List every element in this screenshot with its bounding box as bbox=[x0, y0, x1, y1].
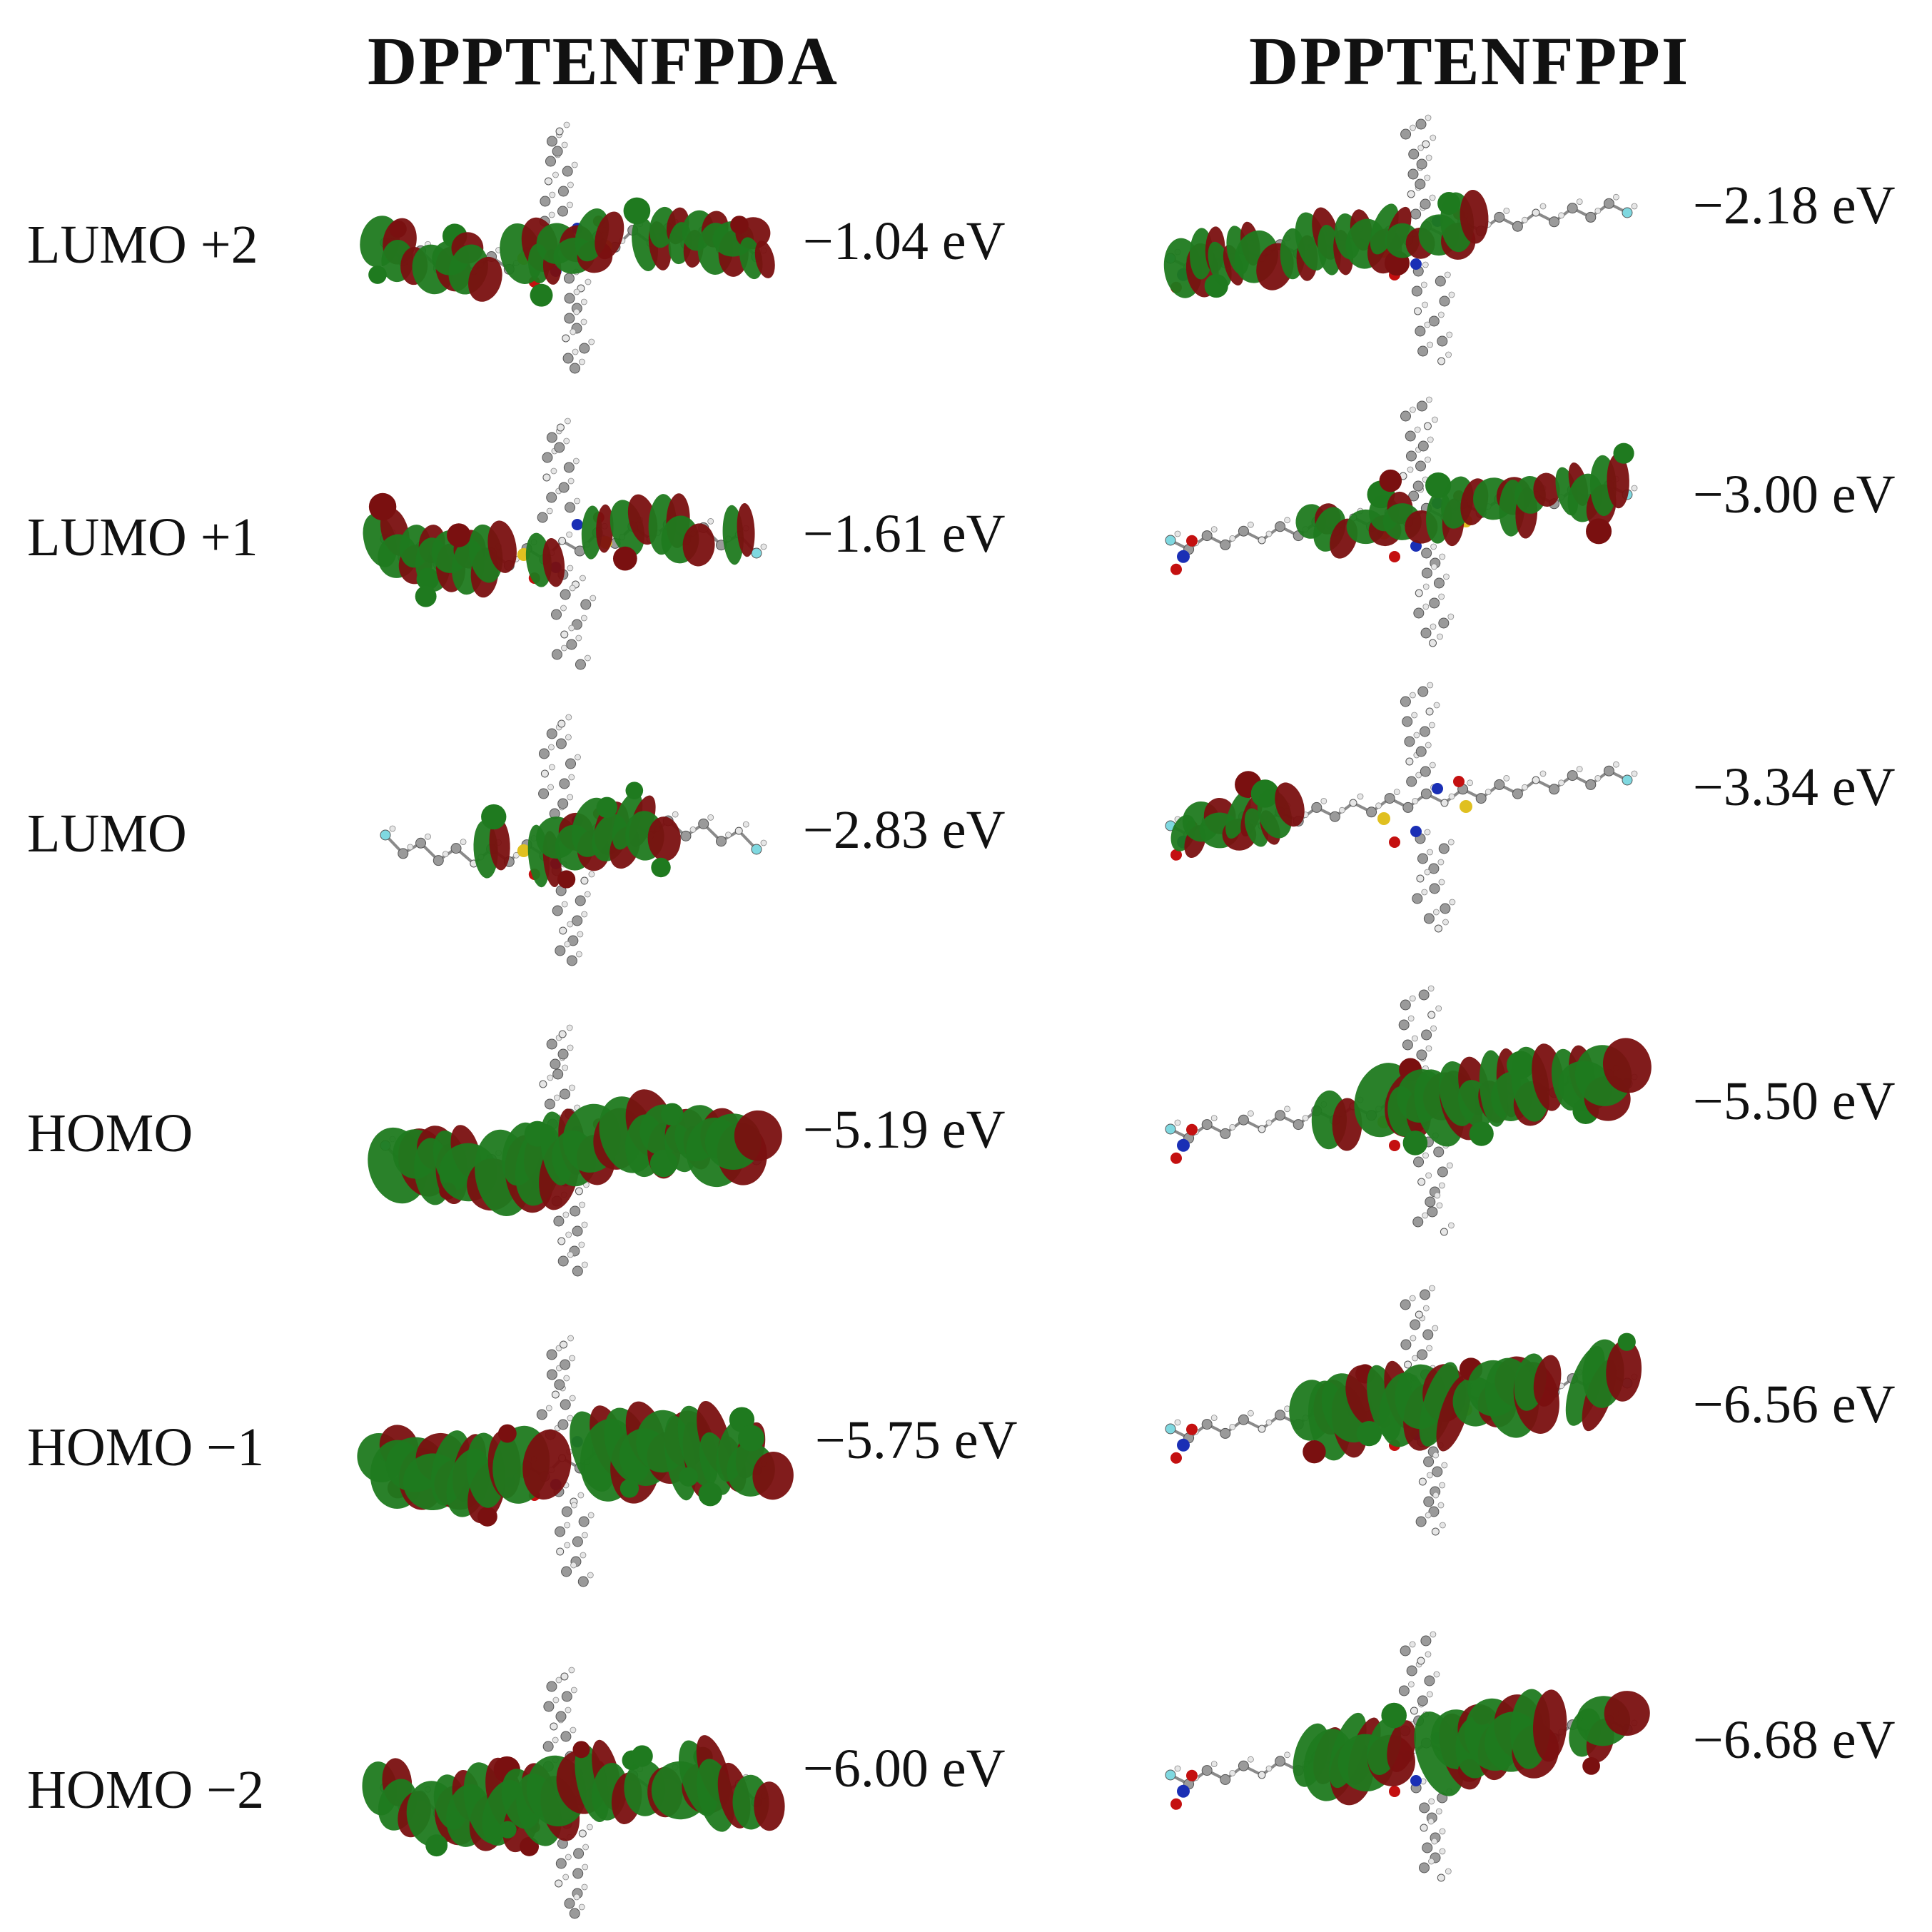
orbital-label-homo: HOMO bbox=[27, 1103, 193, 1163]
orbital-label-homo-minus-1: HOMO −1 bbox=[27, 1417, 265, 1477]
mo-figure-dpptenfpda-homo-minus-2 bbox=[362, 1667, 785, 1927]
mo-figure-dpptenfppi-homo-minus-1 bbox=[1156, 1285, 1642, 1545]
mo-figure-dpptenfppi-lumo-plus-2 bbox=[1156, 114, 1642, 375]
orbital-lobes-group bbox=[357, 1400, 794, 1527]
orbital-label-lumo: LUMO bbox=[27, 804, 187, 864]
molecule-orbital-drawing bbox=[1165, 1285, 1642, 1536]
molecule-orbital-drawing bbox=[363, 418, 767, 670]
molecule-orbital-drawing bbox=[1165, 1631, 1650, 1882]
energy-dpptenfpda-lumo: −2.83 eV bbox=[803, 800, 1006, 860]
energy-dpptenfpda-homo-minus-1: −5.75 eV bbox=[815, 1410, 1018, 1470]
molecule-orbital-drawing bbox=[1165, 985, 1652, 1236]
orbital-label-homo-minus-2: HOMO −2 bbox=[27, 1760, 265, 1820]
orbital-lobes-group bbox=[473, 782, 681, 889]
orbital-label-lumo-plus-1: LUMO +1 bbox=[27, 507, 258, 567]
column-title-dpptenfpda: DPPTENFPDA bbox=[368, 23, 839, 99]
mo-figure-dpptenfppi-homo-minus-2 bbox=[1156, 1631, 1650, 1891]
energy-dpptenfpda-homo-minus-2: −6.00 eV bbox=[803, 1739, 1006, 1799]
molecule-orbital-drawing bbox=[362, 1667, 785, 1919]
molecule-orbital-drawing bbox=[360, 121, 775, 374]
molecule-orbital-drawing bbox=[1165, 682, 1638, 933]
orbital-lobes-group bbox=[1311, 1038, 1652, 1155]
orbital-lobes-group bbox=[1170, 771, 1305, 859]
energy-dpptenfppi-homo-minus-2: −6.68 eV bbox=[1693, 1710, 1896, 1770]
orbital-lobes-group bbox=[1295, 442, 1634, 559]
energy-dpptenfppi-homo-minus-1: −6.56 eV bbox=[1693, 1375, 1896, 1435]
energy-dpptenfpda-lumo-plus-2: −1.04 eV bbox=[803, 211, 1006, 271]
energy-dpptenfpda-lumo-plus-1: −1.61 eV bbox=[803, 504, 1006, 564]
orbital-lobes-group bbox=[1293, 1689, 1650, 1806]
molecule-orbital-drawing bbox=[1165, 396, 1638, 647]
mo-figure-dpptenfpda-lumo-plus-1 bbox=[363, 418, 771, 678]
mo-figure-dpptenfppi-lumo bbox=[1156, 682, 1642, 942]
energy-dpptenfppi-lumo-plus-1: −3.00 eV bbox=[1693, 465, 1896, 525]
mo-figure-dpptenfppi-homo bbox=[1156, 985, 1652, 1245]
orbital-lobes-group bbox=[363, 492, 755, 607]
molecule-orbital-drawing bbox=[1163, 114, 1638, 365]
mo-figure-dpptenfpda-homo bbox=[368, 1024, 782, 1285]
molecule-orbital-drawing bbox=[368, 1024, 782, 1277]
energy-dpptenfppi-lumo: −3.34 eV bbox=[1693, 757, 1896, 817]
mo-figure-dpptenfppi-lumo-plus-1 bbox=[1156, 396, 1642, 657]
energy-dpptenfppi-lumo-plus-2: −2.18 eV bbox=[1693, 176, 1896, 236]
column-title-dpptenfppi: DPPTENFPPI bbox=[1249, 23, 1690, 99]
orbital-lobes-group bbox=[368, 1089, 782, 1216]
mo-figure-dpptenfpda-homo-minus-1 bbox=[357, 1335, 794, 1595]
molecule-orbital-drawing bbox=[357, 1335, 794, 1587]
orbital-lobes-group bbox=[360, 197, 775, 307]
orbital-lobes-group bbox=[1289, 1332, 1642, 1464]
orbital-label-lumo-plus-2: LUMO +2 bbox=[27, 215, 258, 275]
energy-dpptenfppi-homo: −5.50 eV bbox=[1693, 1071, 1896, 1131]
orbital-lobes-group bbox=[362, 1735, 785, 1857]
energy-dpptenfpda-homo: −5.19 eV bbox=[803, 1100, 1006, 1160]
orbital-lobes-group bbox=[1163, 190, 1489, 298]
mo-figure-dpptenfpda-lumo bbox=[371, 714, 771, 974]
mo-figure-dpptenfpda-lumo-plus-2 bbox=[360, 121, 775, 382]
molecule-orbital-drawing bbox=[380, 714, 767, 966]
